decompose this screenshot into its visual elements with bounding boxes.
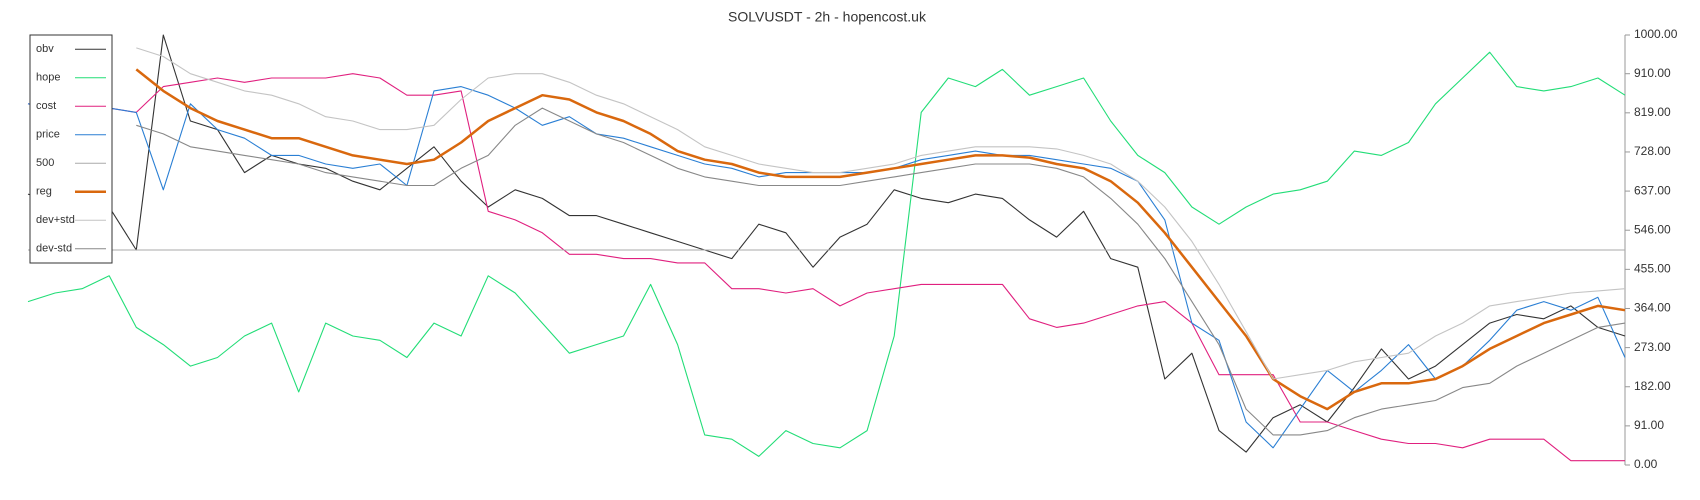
series-line bbox=[135, 68, 1626, 411]
y-tick-label: 182.00 bbox=[1634, 379, 1671, 393]
y-tick-label: 273.00 bbox=[1634, 340, 1671, 354]
y-tick-label: 1000.00 bbox=[1634, 27, 1678, 41]
y-tick-label: 546.00 bbox=[1634, 222, 1671, 236]
y-tick-label: 0.00 bbox=[1634, 457, 1658, 471]
legend: obv hope cost price 500 reg dev+std dev-std bbox=[29, 34, 113, 264]
series-line bbox=[27, 34, 1626, 453]
legend-box bbox=[29, 34, 113, 264]
legend-label: cost bbox=[36, 100, 56, 112]
legend-label: price bbox=[36, 129, 60, 141]
y-tick-label: 364.00 bbox=[1634, 301, 1671, 315]
y-tick-label: 91.00 bbox=[1634, 418, 1664, 432]
legend-label: hope bbox=[36, 72, 60, 84]
y-tick-label: 910.00 bbox=[1634, 66, 1671, 80]
series-line bbox=[136, 47, 1626, 380]
legend-label: dev-std bbox=[36, 243, 72, 255]
y-tick-label: 728.00 bbox=[1634, 144, 1671, 158]
y-tick-label: 455.00 bbox=[1634, 262, 1671, 276]
chart-title: SOLVUSDT - 2h - hopencost.uk bbox=[728, 9, 927, 25]
series-line bbox=[27, 73, 1625, 462]
legend-label: reg bbox=[36, 186, 52, 198]
legend-label: obv bbox=[36, 43, 54, 55]
series-line bbox=[27, 86, 1626, 449]
y-tick-label: 819.00 bbox=[1634, 105, 1671, 119]
y-tick-label: 637.00 bbox=[1634, 183, 1671, 197]
series-line bbox=[136, 107, 1626, 436]
plot-area bbox=[27, 34, 1626, 462]
legend-label: 500 bbox=[36, 157, 54, 169]
series-line bbox=[27, 51, 1626, 457]
legend-label: dev+std bbox=[36, 214, 75, 226]
